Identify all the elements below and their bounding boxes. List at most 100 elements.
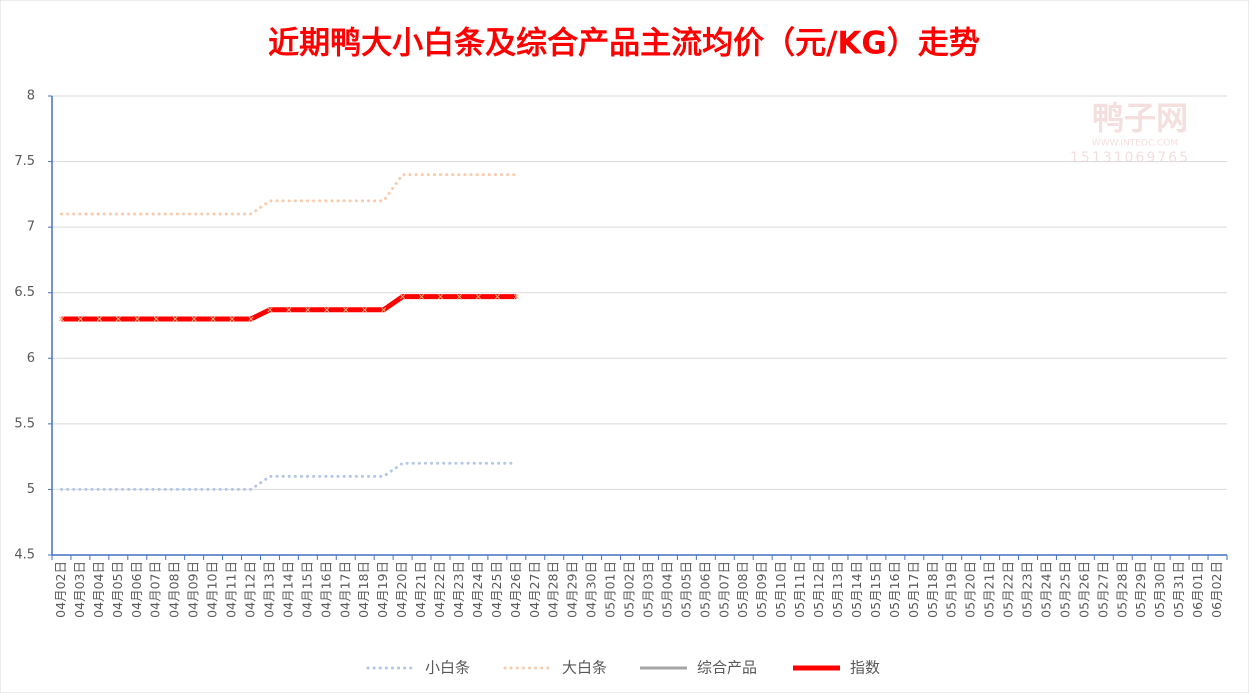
x-tick-label: 04月21日	[413, 561, 428, 618]
x-tick-label: 05月18日	[925, 561, 940, 618]
x-tick-label: 06月01日	[1190, 561, 1205, 618]
x-tick-label: 05月29日	[1133, 561, 1148, 618]
x-tick-label: 05月31日	[1171, 561, 1186, 618]
x-tick-label: 06月02日	[1209, 561, 1224, 618]
x-tick-label: 04月23日	[451, 561, 466, 618]
y-tick-label: 7	[27, 220, 35, 235]
series-line	[59, 461, 518, 491]
x-tick-label: 05月19日	[944, 561, 959, 618]
point-marker	[58, 316, 65, 322]
x-tick-label: 05月21日	[982, 561, 997, 618]
legend-label: 小白条	[425, 659, 470, 677]
x-tick-label: 04月04日	[91, 561, 106, 618]
y-tick-label: 5	[27, 482, 35, 497]
point-marker	[494, 294, 500, 300]
x-tick-label: 05月06日	[697, 561, 712, 618]
x-tick-label: 04月25日	[489, 561, 504, 618]
point-marker	[400, 294, 406, 300]
x-tick-label: 04月30日	[584, 561, 599, 618]
x-tick-label: 05月14日	[849, 561, 864, 618]
point-marker	[115, 316, 121, 322]
chart-title: 近期鸭大小白条及综合产品主流均价（元/KG）走势	[268, 26, 980, 62]
x-tick-label: 04月03日	[72, 561, 87, 618]
point-marker	[153, 316, 159, 322]
point-marker	[343, 307, 349, 313]
watermark-name: 鸭子网	[1092, 99, 1188, 137]
x-tick-label: 05月10日	[773, 561, 788, 618]
x-tick-label: 04月28日	[546, 561, 561, 618]
x-tick-label: 04月10日	[205, 561, 220, 618]
point-marker	[248, 316, 254, 322]
x-tick-label: 05月03日	[640, 561, 655, 618]
point-marker	[456, 294, 463, 300]
x-tick-label: 05月26日	[1076, 561, 1091, 618]
x-tick-label: 05月11日	[792, 561, 807, 618]
x-tick-label: 04月07日	[148, 561, 163, 618]
point-marker	[172, 316, 178, 322]
x-tick-label: 05月04日	[659, 561, 674, 618]
x-tick-label: 05月15日	[868, 561, 883, 618]
point-marker	[191, 316, 197, 322]
point-marker	[475, 294, 481, 300]
legend-label: 指数	[850, 659, 880, 677]
x-tick-label: 04月20日	[394, 561, 409, 618]
point-marker	[419, 294, 425, 300]
x-tick-label: 04月19日	[375, 561, 390, 618]
y-tick-label: 8	[27, 89, 35, 104]
y-tick-label: 4.5	[14, 548, 35, 563]
point-marker	[96, 316, 102, 322]
x-tick-label: 05月09日	[754, 561, 769, 618]
x-tick-label: 05月23日	[1020, 561, 1035, 618]
x-tick-label: 04月22日	[432, 561, 447, 618]
x-tick-label: 05月07日	[716, 561, 731, 618]
point-marker	[362, 307, 368, 313]
x-tick-label: 04月26日	[508, 561, 523, 618]
point-marker	[437, 294, 444, 300]
watermark-phone: 15131069765	[1070, 150, 1190, 166]
x-tick-label: 05月25日	[1057, 561, 1072, 618]
x-tick-label: 04月12日	[242, 561, 257, 618]
y-tick-label: 7.5	[14, 154, 35, 169]
y-tick-label: 5.5	[14, 416, 35, 431]
y-tick-label: 6	[27, 351, 35, 366]
legend-label: 大白条	[562, 659, 607, 677]
x-tick-label: 04月02日	[53, 561, 68, 618]
x-tick-label: 05月24日	[1038, 561, 1053, 618]
point-marker	[513, 294, 519, 300]
x-tick-label: 04月16日	[318, 561, 333, 618]
x-tick-label: 05月01日	[603, 561, 618, 618]
x-tick-label: 04月09日	[186, 561, 201, 618]
watermark: 鸭子网 WWW.INTEDC.COM 15131069765	[1070, 99, 1190, 166]
legend-label: 综合产品	[697, 659, 757, 677]
x-tick-label: 04月18日	[356, 561, 371, 618]
x-tick-label: 05月28日	[1114, 561, 1129, 618]
x-tick-label: 04月27日	[527, 561, 542, 618]
x-tick-label: 04月08日	[167, 561, 182, 618]
x-tick-label: 04月15日	[299, 561, 314, 618]
x-tick-label: 05月13日	[830, 561, 845, 618]
x-tick-label: 04月29日	[565, 561, 580, 618]
x-tick-label: 05月16日	[887, 561, 902, 618]
x-tick-label: 05月02日	[622, 561, 637, 618]
point-marker	[229, 316, 235, 322]
x-tick-label: 04月14日	[280, 561, 295, 618]
x-tick-label: 05月30日	[1152, 561, 1167, 618]
x-tick-label: 04月05日	[110, 561, 125, 618]
x-tick-label: 05月22日	[1001, 561, 1016, 618]
x-tick-label: 05月05日	[678, 561, 693, 618]
point-marker	[381, 307, 387, 313]
point-marker	[267, 307, 273, 313]
x-tick-label: 05月08日	[735, 561, 750, 618]
x-tick-label: 04月24日	[470, 561, 485, 618]
x-tick-label: 04月13日	[261, 561, 276, 618]
x-tick-label: 05月27日	[1095, 561, 1110, 618]
x-tick-label: 04月06日	[129, 561, 144, 618]
point-marker	[286, 307, 292, 313]
point-marker	[134, 316, 140, 322]
series-line	[59, 173, 518, 216]
point-marker	[210, 316, 216, 322]
point-marker	[77, 316, 83, 322]
x-tick-label: 05月20日	[963, 561, 978, 618]
